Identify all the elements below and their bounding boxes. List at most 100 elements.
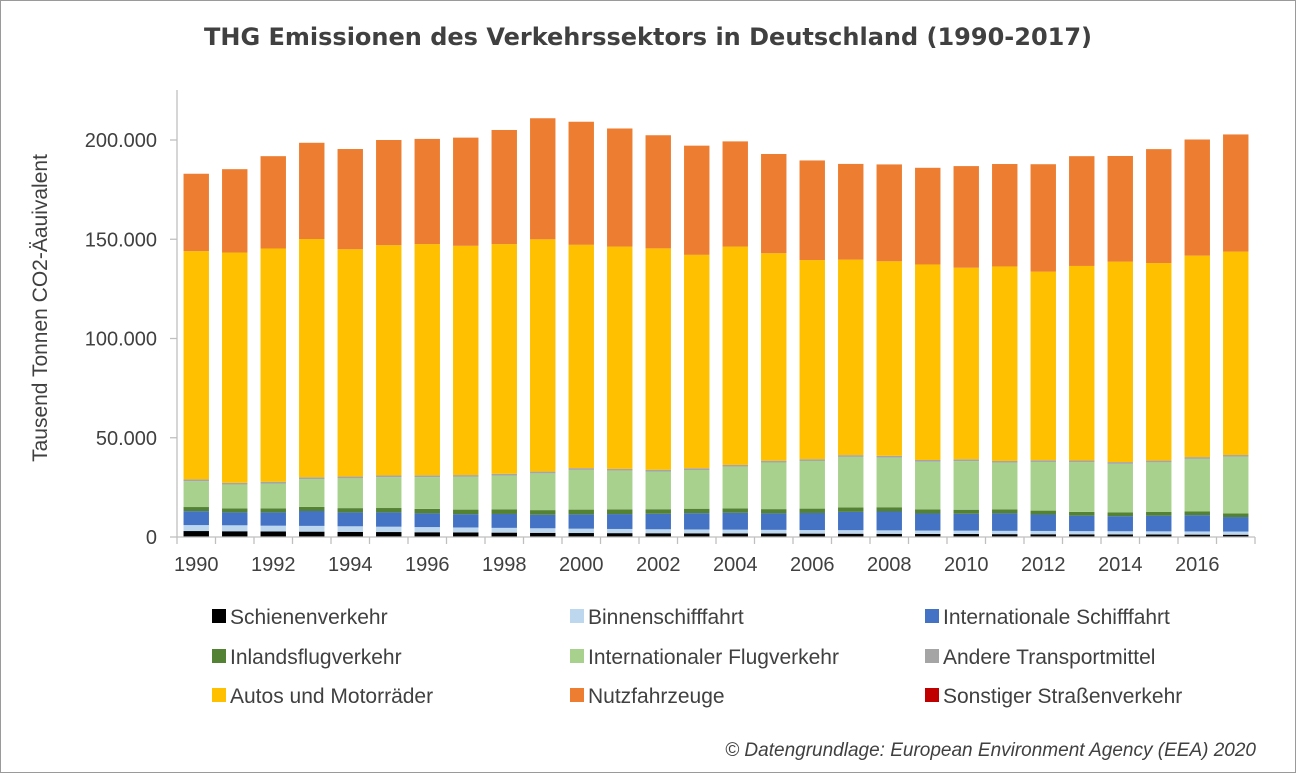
bar-segment-2002-4 [645, 471, 671, 510]
bar-segment-1996-1 [414, 527, 440, 533]
bar-segment-2017-4 [1223, 456, 1249, 514]
bar-segment-2007-2 [838, 511, 864, 531]
bar-segment-1990-3 [183, 507, 209, 512]
x-tick-label: 2012 [1021, 554, 1066, 576]
bar-segment-1998-0 [491, 532, 517, 537]
bar-segment-1996-3 [414, 508, 440, 514]
bar-segment-2002-7 [645, 135, 671, 249]
bar-segment-1994-5 [337, 476, 363, 479]
bar-segment-2017-0 [1223, 534, 1249, 537]
bar-segment-2012-0 [1030, 534, 1056, 537]
bar-segment-2016-2 [1184, 515, 1210, 532]
bar-segment-2012-2 [1030, 514, 1056, 531]
bar-segment-1991-4 [222, 484, 248, 509]
bar-segment-2001-0 [607, 533, 633, 537]
bar-segment-1994-1 [337, 526, 363, 532]
legend-label: Nutzfahrzeuge [588, 685, 725, 708]
bar-segment-2013-6 [1069, 265, 1095, 461]
x-tick-label: 1990 [174, 554, 219, 576]
bar-segment-1998-6 [491, 244, 517, 474]
bar-segment-2014-3 [1107, 512, 1133, 517]
bar-segment-1997-2 [453, 514, 479, 528]
bar-segment-2001-3 [607, 509, 633, 515]
bar-segment-2002-3 [645, 509, 671, 514]
bar-segment-1995-2 [376, 512, 402, 527]
bar-segment-2010-4 [953, 461, 979, 510]
bar-segment-2003-5 [684, 468, 710, 471]
bar-segment-1992-3 [260, 508, 286, 513]
bar-segment-2017-7 [1223, 134, 1249, 252]
bar-segment-2006-4 [799, 460, 825, 509]
y-tick-label: 100.000 [85, 329, 157, 351]
bar-segment-2015-1 [1146, 531, 1172, 535]
bar-segment-1998-3 [491, 509, 517, 514]
bar-segment-2015-7 [1146, 149, 1172, 264]
bar-segment-2016-3 [1184, 511, 1210, 516]
bar-segment-2017-1 [1223, 531, 1249, 535]
bar-segment-2007-1 [838, 530, 864, 534]
x-tick-label: 2016 [1175, 554, 1220, 576]
bar-segment-2004-1 [722, 529, 748, 534]
bar-segment-2002-0 [645, 533, 671, 537]
legend-label: Internationaler Flugverkehr [588, 646, 839, 669]
bar-segment-2009-2 [915, 513, 941, 531]
bar-segment-1997-7 [453, 137, 479, 246]
bar-segment-2003-4 [684, 470, 710, 509]
bar-segment-2008-4 [876, 457, 902, 508]
bar-segment-2013-2 [1069, 515, 1095, 532]
bar-segment-2003-3 [684, 508, 710, 514]
bar-segment-2002-6 [645, 248, 671, 470]
bar-segment-1994-7 [337, 149, 363, 250]
bar-segment-1991-6 [222, 252, 248, 483]
legend: Schienenverkehr Binnenschifffahrt Internat… [212, 606, 1182, 708]
bar-segment-2014-7 [1107, 155, 1133, 262]
bar-segment-2011-2 [992, 513, 1018, 531]
bar-segment-2006-1 [799, 530, 825, 534]
bar-segment-2009-4 [915, 461, 941, 510]
bar-segment-2011-4 [992, 462, 1018, 510]
y-axis-label: Tausend Tonnen CO2-Äauivalent [29, 154, 52, 462]
bar-segment-2008-3 [876, 507, 902, 512]
bar-segment-2006-0 [799, 533, 825, 537]
bar-segment-2015-0 [1146, 534, 1172, 537]
bar-segment-1995-3 [376, 508, 402, 513]
x-tick-label: 2004 [713, 554, 758, 576]
x-tick-label: 2000 [559, 554, 604, 576]
bar-segment-2001-1 [607, 528, 633, 534]
bar-segment-2004-4 [722, 466, 748, 509]
bar-segment-1994-4 [337, 478, 363, 509]
bar-segment-1990-4 [183, 481, 209, 508]
bar-segment-2007-5 [838, 455, 864, 457]
bar-segment-2003-6 [684, 254, 710, 469]
bar-segment-1997-0 [453, 532, 479, 537]
legend-label: Andere Transportmittel [943, 646, 1155, 669]
bar-segment-2006-6 [799, 260, 825, 460]
bar-segment-1999-6 [530, 239, 556, 472]
bar-segment-2010-3 [953, 509, 979, 514]
bar-segment-2002-5 [645, 469, 671, 472]
bar-segment-2004-7 [722, 141, 748, 247]
bar-segment-2017-5 [1223, 455, 1249, 457]
bar-segment-1997-1 [453, 527, 479, 533]
bar-segment-2012-5 [1030, 460, 1056, 462]
bar-segment-2003-7 [684, 145, 710, 255]
bar-segment-2001-7 [607, 128, 633, 247]
bar-segment-1993-5 [299, 477, 325, 480]
bar-segment-2014-4 [1107, 463, 1133, 513]
bar-segment-1996-5 [414, 475, 440, 478]
bar-segment-1997-6 [453, 245, 479, 476]
bar-segment-2008-7 [876, 164, 902, 262]
bar-segment-2014-6 [1107, 261, 1133, 463]
bar-segment-2016-0 [1184, 534, 1210, 537]
bar-segment-2013-7 [1069, 156, 1095, 266]
bar-segment-1992-0 [260, 531, 286, 537]
bar-segment-1999-5 [530, 471, 556, 474]
bar-segment-1998-1 [491, 527, 517, 533]
bar-segment-1993-2 [299, 511, 325, 526]
bar-segment-1990-6 [183, 251, 209, 480]
bar-segment-1990-7 [183, 173, 209, 252]
bar-segment-2000-5 [568, 468, 594, 470]
bar-segment-1998-5 [491, 473, 517, 476]
bar-segment-2007-0 [838, 533, 864, 537]
